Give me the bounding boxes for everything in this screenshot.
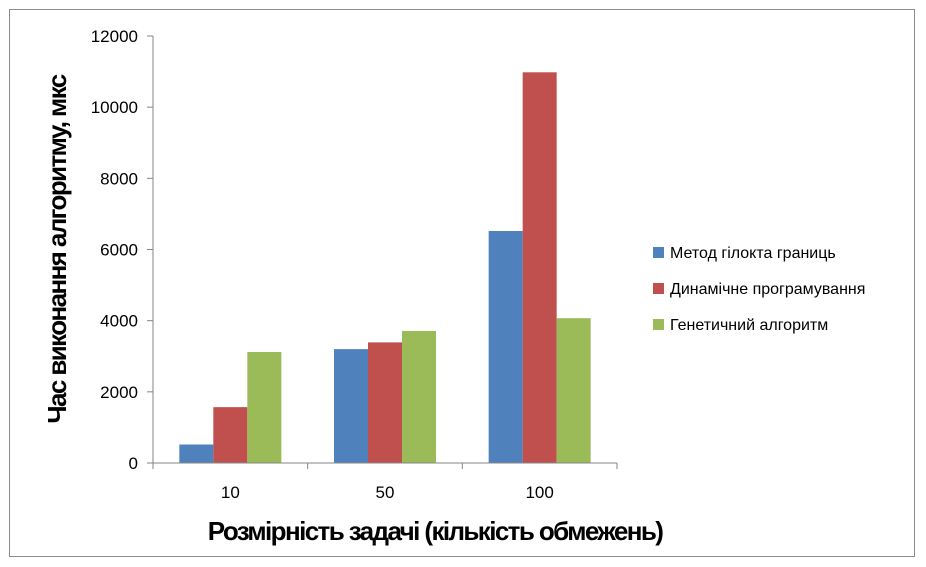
bar	[368, 342, 402, 463]
legend-label: Генетичний алгоритм	[670, 317, 828, 334]
bar	[522, 72, 557, 464]
y-ticks-group: 0 2000 4000 6000 8000 10000 12000	[91, 27, 153, 473]
y-tick-label: 0	[129, 454, 138, 473]
y-tick-label: 4000	[100, 312, 138, 331]
x-ticks-group: 10 50 100	[152, 463, 618, 502]
legend-swatch	[653, 319, 664, 330]
y-axis-title: Час виконання алгоритму, мкс	[42, 74, 72, 423]
x-tick-label: 50	[376, 483, 395, 502]
x-axis-title: Розмірність задачі (кількість обмежень)	[208, 516, 663, 546]
legend-label: Метод гілокта границь	[670, 245, 836, 262]
bar	[402, 330, 436, 463]
x-tick-label: 100	[525, 483, 553, 502]
bar	[213, 407, 248, 463]
y-tick-label: 8000	[100, 169, 138, 188]
bar	[556, 318, 591, 463]
bar	[179, 444, 214, 463]
legend-label: Динамічне програмування	[670, 281, 865, 298]
legend-swatch	[653, 283, 664, 294]
legend: Метод гілокта границь Динамічне програмув…	[653, 245, 865, 334]
bar	[334, 349, 368, 463]
y-tick-label: 6000	[100, 241, 138, 260]
legend-swatch	[653, 247, 664, 258]
y-tick-label: 10000	[91, 98, 138, 117]
bar	[488, 230, 523, 463]
y-tick-label: 12000	[91, 27, 138, 46]
y-tick-label: 2000	[100, 383, 138, 402]
x-tick-label: 10	[221, 483, 240, 502]
bars-group	[179, 72, 591, 464]
bar	[247, 351, 282, 463]
